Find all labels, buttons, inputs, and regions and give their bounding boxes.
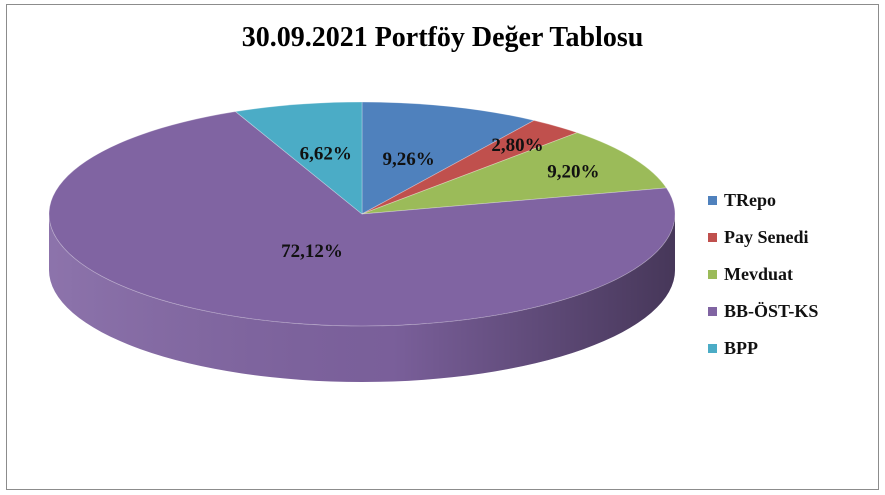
legend-swatch-mevduat bbox=[708, 269, 717, 279]
pie-slice-bpp bbox=[234, 101, 363, 215]
pie-slice-trepo bbox=[361, 101, 536, 215]
data-label-bpp: 6,62% bbox=[300, 144, 352, 165]
pie-slice-mevduat bbox=[361, 132, 668, 215]
legend-item-trepo: TRepo bbox=[708, 187, 818, 213]
legend-label-bpp: BPP bbox=[724, 337, 758, 358]
data-label-mevduat: 9,20% bbox=[547, 161, 599, 182]
legend-label-bb-ost-ks: BB-ÖST-KS bbox=[724, 300, 819, 321]
pie-sides bbox=[49, 214, 675, 382]
pie-tops bbox=[48, 101, 676, 327]
legend-label-pay-senedi: Pay Senedi bbox=[724, 226, 809, 247]
legend-item-pay-senedi: Pay Senedi bbox=[708, 224, 818, 250]
pie-slice-pay-senedi bbox=[361, 120, 579, 215]
legend-swatch-trepo bbox=[708, 195, 717, 205]
legend-item-bb-ost-ks: BB-ÖST-KS bbox=[708, 298, 818, 324]
data-label-pay-senedi: 2,80% bbox=[491, 135, 543, 156]
pie-side-shade-bb-ost-ks bbox=[49, 214, 675, 382]
legend-label-trepo: TRepo bbox=[724, 189, 777, 210]
data-label-trepo: 9,26% bbox=[383, 149, 435, 170]
legend-swatch-bb-ost-ks bbox=[708, 306, 717, 316]
pie-labels: 9,26% 2,80%9,20% 72,12% 6,62% bbox=[281, 135, 599, 262]
data-label-bb-ost-ks: 72,12% bbox=[281, 241, 343, 262]
chart-title: 30.09.2021 Portföy Değer Tablosu bbox=[241, 22, 644, 53]
legend-item-mevduat: Mevduat bbox=[708, 261, 818, 287]
legend-swatch-pay-senedi bbox=[708, 232, 717, 242]
chart-legend: TRepo Pay Senedi Mevduat BB-ÖST-KS BPP bbox=[708, 187, 818, 372]
legend-swatch-bpp bbox=[708, 343, 717, 353]
pie-slice-bb-ost-ks bbox=[48, 111, 676, 327]
legend-item-bpp: BPP bbox=[708, 335, 818, 361]
legend-label-mevduat: Mevduat bbox=[724, 263, 793, 284]
